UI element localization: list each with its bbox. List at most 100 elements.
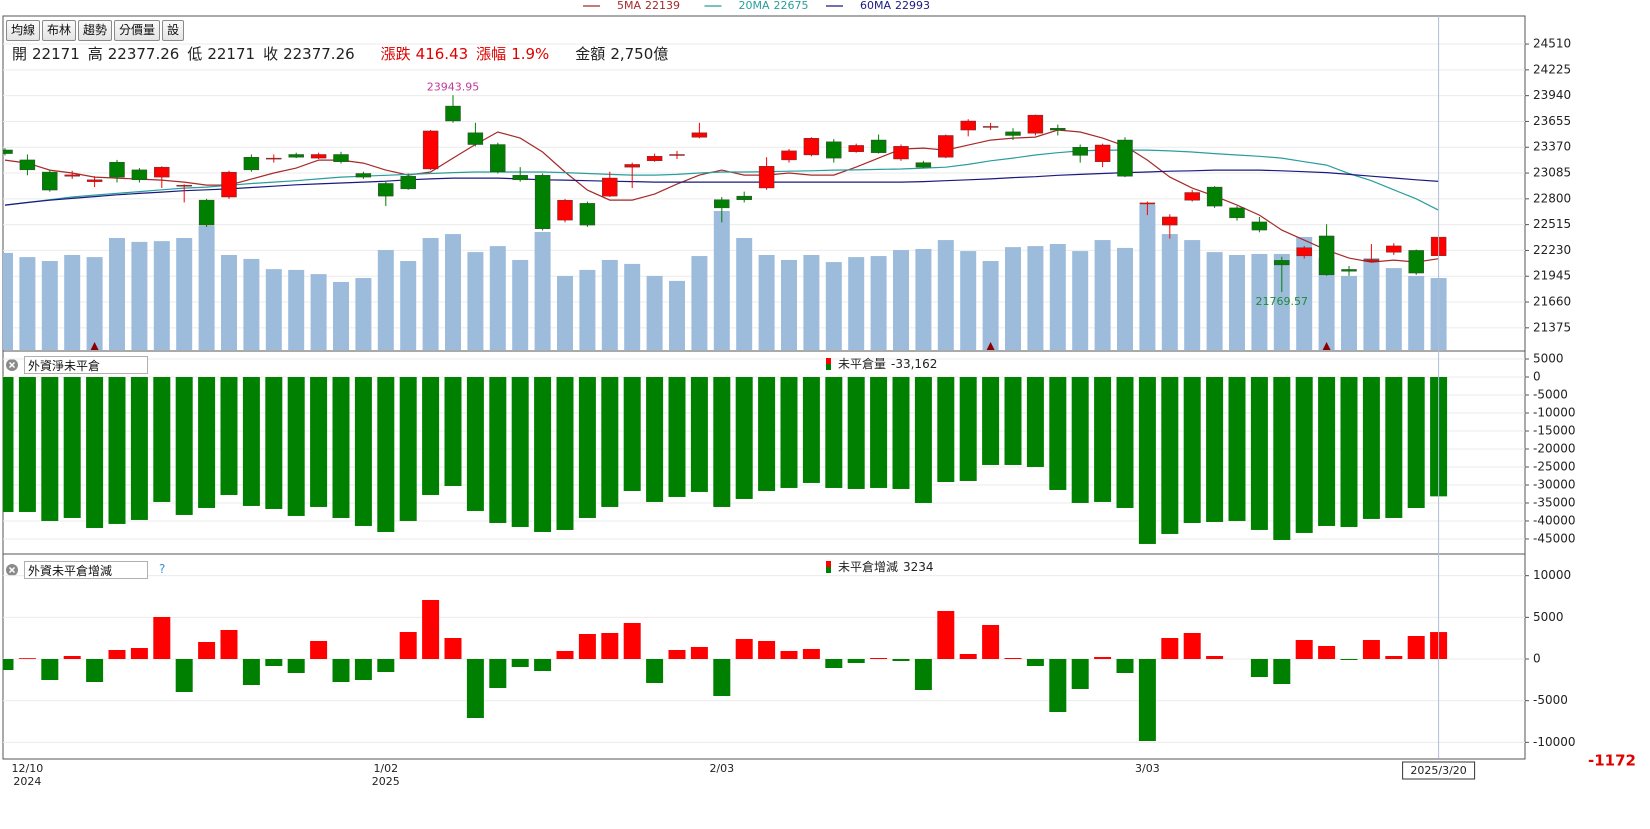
info-label: 高 [87, 45, 103, 63]
x-tick-label: 3/03 [1135, 762, 1160, 775]
candle-body [624, 164, 640, 168]
candle-body [355, 173, 372, 178]
volume-bar [1206, 252, 1223, 350]
candle-body [893, 146, 909, 160]
toolbar-button[interactable]: 趨勢 [78, 20, 113, 41]
indicator-label: 外資淨未平倉 [28, 359, 101, 373]
bar [287, 659, 305, 673]
bar [41, 659, 59, 680]
ma-line [4, 169, 1439, 206]
panel-header-icon[interactable] [6, 564, 18, 576]
candle-body [1274, 260, 1290, 266]
bar [825, 377, 843, 488]
y-tick-label: -30000 [1533, 477, 1576, 491]
bar [959, 377, 977, 481]
bar [690, 647, 708, 659]
candle-body [3, 149, 13, 154]
bar [422, 600, 440, 659]
bar [1116, 659, 1134, 673]
volume-bar [848, 257, 865, 350]
bar [1161, 377, 1179, 534]
info-value: 22377.26 [283, 45, 355, 63]
bar [1318, 377, 1336, 526]
volume-bar [221, 254, 237, 350]
y-tick-label: 0 [1533, 652, 1541, 666]
y-tick-label: 24510 [1533, 37, 1571, 51]
bar [86, 377, 104, 528]
toolbar-button[interactable]: 設 [162, 20, 185, 41]
info-value: 22377.26 [107, 45, 180, 63]
candle-body [1162, 216, 1178, 226]
y-tick-label: 5000 [1533, 352, 1564, 366]
y-tick-label: 23655 [1533, 114, 1571, 128]
y-tick-label: -20000 [1533, 441, 1576, 455]
volume-bar [176, 237, 193, 350]
legend-icon [826, 358, 831, 364]
volume-bar [781, 259, 797, 350]
toolbar-button[interactable]: 分價量 [114, 20, 161, 41]
candle-body [870, 139, 887, 153]
legend-value: 3234 [903, 560, 934, 574]
candle-body [1296, 247, 1312, 257]
bar [1385, 656, 1403, 659]
y-tick-label: -45000 [1533, 531, 1576, 545]
info-label: 漲幅 [476, 45, 507, 63]
bar [780, 651, 798, 659]
info-item: 漲幅 1.9% [476, 43, 549, 64]
info-label: 開 [12, 45, 28, 63]
legend-name: 60MA [860, 0, 891, 12]
volume-bar [512, 259, 529, 350]
bar [399, 632, 417, 659]
bar [265, 659, 283, 666]
volume-bar [960, 251, 977, 350]
panel-header-icon[interactable] [6, 359, 18, 371]
y-tick-label: -10000 [1533, 735, 1576, 749]
bar [1161, 638, 1179, 659]
toolbar-button[interactable]: 均線 [6, 20, 41, 41]
bar [1138, 377, 1156, 544]
bar [1094, 377, 1112, 502]
legend-value: 22993 [895, 0, 930, 12]
volume-bar [713, 211, 730, 350]
volume-bar [467, 252, 484, 350]
bar [1049, 377, 1067, 490]
indicator-select[interactable]: 外資淨未平倉 [24, 356, 148, 374]
bar [1362, 640, 1380, 659]
volume-bar [557, 275, 573, 350]
bar [466, 377, 484, 511]
info-item: 收 22377.26 [263, 43, 355, 64]
bar [511, 659, 529, 667]
bar [668, 650, 686, 659]
bar [623, 623, 641, 659]
volume-bar [1341, 275, 1357, 350]
toolbar-button[interactable]: 布林 [42, 20, 77, 41]
cursor-label: 2025/3/20 [1410, 764, 1466, 777]
candle-body [826, 141, 842, 159]
volume-bar [1027, 246, 1044, 350]
legend-value: -33,162 [891, 357, 937, 371]
volume-bar [265, 269, 282, 350]
y-tick-label: -25000 [1533, 459, 1576, 473]
bar [377, 377, 395, 532]
y-tick-label: 23940 [1533, 88, 1571, 102]
candle-body [646, 156, 663, 162]
panel: 23943.95 21769.57 [3, 80, 1447, 350]
volume-bar [534, 231, 551, 350]
signal-marker [986, 342, 995, 350]
cursor-box [1402, 761, 1476, 780]
bar [1004, 658, 1022, 659]
candle-body [1206, 186, 1223, 207]
volume-bar [86, 257, 103, 350]
x-tick-label: 12/10 [12, 762, 44, 775]
y-tick-label: 5000 [1533, 610, 1564, 624]
volume-bar [893, 250, 909, 350]
volume-bar [915, 248, 932, 350]
indicator-select[interactable]: 外資未平倉增減 [24, 561, 148, 579]
candle-body [938, 135, 954, 158]
bar [1116, 377, 1134, 508]
candle-body [154, 166, 170, 178]
help-icon[interactable]: ? [159, 562, 166, 576]
bar [758, 641, 776, 659]
volume-bar [19, 257, 36, 350]
info-item: 高 22377.26 [88, 43, 180, 64]
